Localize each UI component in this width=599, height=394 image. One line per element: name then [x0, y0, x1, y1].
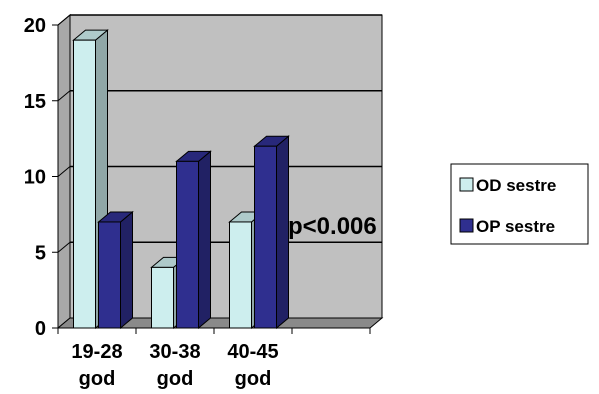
- y-tick-label: 20: [24, 15, 46, 37]
- x-tick-label: 19-28 god: [71, 341, 122, 390]
- x-tick-labels: 19-28 god 30-38 god 40-45 god: [57, 328, 371, 390]
- bar-op-sestre-1: [97, 210, 134, 330]
- legend-swatch-od-sestre: [459, 177, 474, 192]
- y-tick-labels: 0 5 10 15 20: [24, 15, 58, 340]
- bar-op-sestre-1-side: [120, 210, 133, 330]
- bar-op-sestre-2-side: [198, 150, 211, 330]
- x-tick-label: 40-45 god: [227, 341, 278, 390]
- bar-od-sestre-2-front: [151, 266, 174, 329]
- legend-label-od-sestre: OD sestre: [476, 176, 556, 195]
- y-tick-label: 10: [24, 167, 46, 189]
- gridline-side: [57, 166, 71, 177]
- gridline-side: [57, 90, 71, 102]
- x-tick-label: 30-38 god: [149, 341, 200, 390]
- y-tick-label: 5: [35, 242, 46, 264]
- gridline-side: [57, 14, 71, 26]
- bar-op-sestre-3-front: [254, 145, 277, 329]
- gridlines: [57, 14, 382, 253]
- legend-label-op-sestre: OP sestre: [476, 217, 555, 236]
- bar-op-sestre-3-side: [276, 135, 289, 330]
- bar-od-sestre-1-front: [73, 39, 96, 329]
- legend: OD sestre OP sestre: [450, 163, 589, 245]
- bar-op-sestre-2-front: [176, 160, 199, 329]
- legend-box: [450, 163, 589, 245]
- bars-group: [72, 29, 290, 330]
- legend-swatch-op-sestre: [459, 218, 474, 233]
- bar-od-sestre-3-front: [229, 221, 252, 329]
- bar-op-sestre-3: [253, 135, 290, 330]
- bar-op-sestre-2: [175, 150, 212, 330]
- y-tick-label: 15: [24, 91, 46, 113]
- p-value-annotation: p<0.006: [288, 213, 377, 240]
- y-tick-label: 0: [35, 318, 46, 340]
- gridline-side: [57, 241, 71, 253]
- bar-op-sestre-1-front: [98, 221, 121, 329]
